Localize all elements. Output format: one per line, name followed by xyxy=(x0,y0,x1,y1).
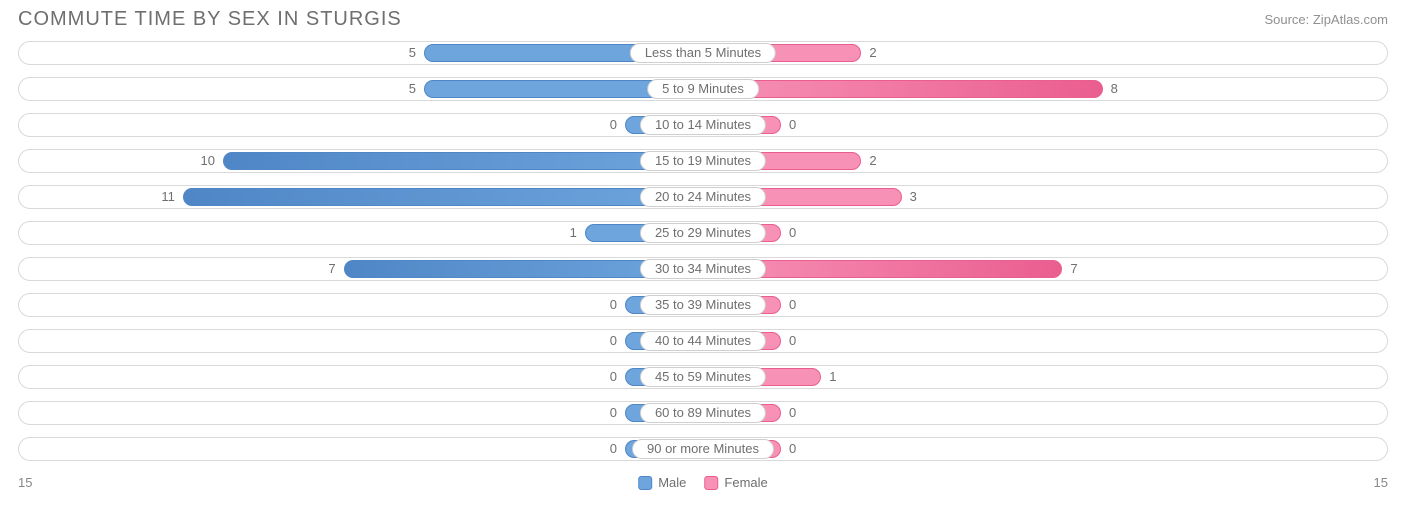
legend-item-female: Female xyxy=(704,475,767,490)
chart-footer: 15 Male Female 15 xyxy=(0,475,1406,499)
female-value: 7 xyxy=(1070,258,1077,280)
legend: Male Female xyxy=(638,475,768,490)
female-value: 3 xyxy=(910,186,917,208)
axis-max-left: 15 xyxy=(18,475,32,490)
category-label: 40 to 44 Minutes xyxy=(640,331,766,351)
bar-row: 0 0 90 or more Minutes xyxy=(18,437,1388,461)
bar-row: 0 0 40 to 44 Minutes xyxy=(18,329,1388,353)
legend-swatch-female xyxy=(704,476,718,490)
bar-row: 1 0 25 to 29 Minutes xyxy=(18,221,1388,245)
category-label: 45 to 59 Minutes xyxy=(640,367,766,387)
female-value: 2 xyxy=(869,150,876,172)
male-value: 0 xyxy=(610,438,617,460)
male-bar xyxy=(223,152,703,170)
male-value: 0 xyxy=(610,366,617,388)
male-value: 0 xyxy=(610,402,617,424)
category-label: Less than 5 Minutes xyxy=(630,43,776,63)
male-bar xyxy=(183,188,703,206)
female-value: 2 xyxy=(869,42,876,64)
male-value: 5 xyxy=(409,42,416,64)
male-value: 11 xyxy=(161,186,175,208)
category-label: 20 to 24 Minutes xyxy=(640,187,766,207)
category-label: 60 to 89 Minutes xyxy=(640,403,766,423)
category-label: 5 to 9 Minutes xyxy=(647,79,759,99)
legend-label-male: Male xyxy=(658,475,686,490)
legend-label-female: Female xyxy=(724,475,767,490)
bar-row: 7 7 30 to 34 Minutes xyxy=(18,257,1388,281)
category-label: 15 to 19 Minutes xyxy=(640,151,766,171)
bar-row: 5 8 5 to 9 Minutes xyxy=(18,77,1388,101)
category-label: 25 to 29 Minutes xyxy=(640,223,766,243)
legend-swatch-male xyxy=(638,476,652,490)
female-value: 0 xyxy=(789,114,796,136)
female-value: 0 xyxy=(789,330,796,352)
female-value: 0 xyxy=(789,294,796,316)
male-value: 0 xyxy=(610,330,617,352)
chart-title: COMMUTE TIME BY SEX IN STURGIS xyxy=(18,8,402,31)
bar-row: 0 1 45 to 59 Minutes xyxy=(18,365,1388,389)
female-value: 0 xyxy=(789,438,796,460)
chart-area: 52Less than 5 Minutes585 to 9 Minutes001… xyxy=(0,35,1406,475)
bar-row: 5 2 Less than 5 Minutes xyxy=(18,41,1388,65)
bar-row: 11 3 20 to 24 Minutes xyxy=(18,185,1388,209)
axis-max-right: 15 xyxy=(1374,475,1388,490)
female-value: 8 xyxy=(1111,78,1118,100)
category-label: 30 to 34 Minutes xyxy=(640,259,766,279)
bar-row: 10 2 15 to 19 Minutes xyxy=(18,149,1388,173)
category-label: 90 or more Minutes xyxy=(632,439,774,459)
category-label: 10 to 14 Minutes xyxy=(640,115,766,135)
category-label: 35 to 39 Minutes xyxy=(640,295,766,315)
chart-header: COMMUTE TIME BY SEX IN STURGIS Source: Z… xyxy=(0,0,1406,35)
chart-source: Source: ZipAtlas.com xyxy=(1264,12,1388,27)
male-value: 5 xyxy=(409,78,416,100)
female-value: 1 xyxy=(829,366,836,388)
male-value: 0 xyxy=(610,294,617,316)
female-value: 0 xyxy=(789,222,796,244)
female-value: 0 xyxy=(789,402,796,424)
male-value: 10 xyxy=(201,150,215,172)
female-bar xyxy=(703,80,1103,98)
bar-row: 0 0 35 to 39 Minutes xyxy=(18,293,1388,317)
male-value: 0 xyxy=(610,114,617,136)
male-value: 1 xyxy=(570,222,577,244)
bar-row: 0 0 10 to 14 Minutes xyxy=(18,113,1388,137)
male-value: 7 xyxy=(328,258,335,280)
bar-row: 0 0 60 to 89 Minutes xyxy=(18,401,1388,425)
legend-item-male: Male xyxy=(638,475,686,490)
